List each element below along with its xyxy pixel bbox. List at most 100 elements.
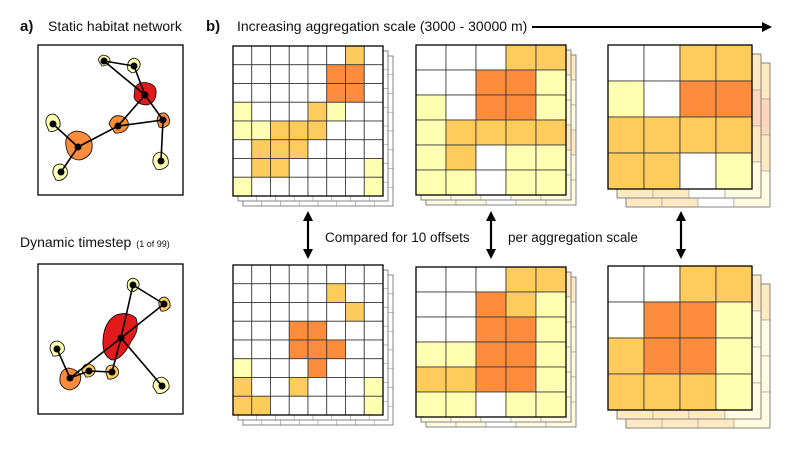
per-scale-label: per aggregation scale	[508, 230, 638, 245]
grid-cell	[307, 358, 328, 378]
grid-cell	[270, 139, 290, 159]
grid-cell	[307, 45, 328, 66]
grid-cell	[307, 158, 328, 178]
grid-cell	[232, 120, 253, 141]
grid-cell	[643, 80, 681, 118]
grid-cell	[505, 44, 537, 71]
grid-cell	[475, 119, 507, 146]
grid-cell	[363, 264, 384, 285]
grid-cell	[363, 64, 384, 84]
panel-b-letter: b)	[206, 18, 220, 35]
grid-cell	[288, 101, 309, 122]
grid-cell	[307, 302, 328, 322]
grid-cell	[679, 44, 717, 82]
grid-cell	[535, 94, 567, 121]
grid-cell	[270, 358, 290, 378]
grid-cell	[715, 301, 753, 339]
panel-a-letter: a)	[20, 18, 33, 35]
grid-cell	[270, 120, 290, 141]
grid-cell	[445, 291, 477, 318]
grid-cell	[445, 391, 477, 418]
grid-cell	[232, 139, 253, 159]
grid-cell	[345, 377, 365, 397]
grid-cell	[607, 301, 645, 339]
grid-cell	[535, 266, 567, 293]
grid-cell	[232, 358, 253, 378]
grid-cell	[475, 291, 507, 318]
grid-cell	[445, 266, 477, 293]
grid-cell	[363, 139, 384, 159]
grid-cell	[363, 120, 384, 141]
grid-cell	[363, 283, 384, 303]
grid-cell	[326, 139, 346, 159]
grid-cell	[251, 45, 271, 66]
grid-cell	[232, 283, 253, 303]
dynamic-timestep-title: Dynamic timestep (1 of 99)	[20, 234, 170, 250]
grid-cell	[288, 120, 309, 141]
grid-cell	[326, 358, 346, 378]
grid-cell	[307, 395, 328, 416]
grid-cell	[270, 101, 290, 122]
grid-cell	[679, 116, 717, 154]
grid-cell	[251, 264, 271, 285]
grid-cell	[251, 302, 271, 322]
grid-cell	[607, 116, 645, 154]
grid-cell	[270, 45, 290, 66]
grid-cell	[475, 341, 507, 368]
grid-cell	[535, 119, 567, 146]
grid-cell	[445, 341, 477, 368]
grid-cell	[535, 169, 567, 196]
grid-cell	[475, 266, 507, 293]
grid-cell	[288, 158, 309, 178]
grid-cell	[475, 44, 507, 71]
grid-cell	[475, 316, 507, 343]
grid-cell	[288, 264, 309, 285]
grid-cell	[535, 391, 567, 418]
grid-cell	[415, 69, 447, 96]
grid-cell	[535, 341, 567, 368]
grid-cell	[363, 377, 384, 397]
grid-cell	[345, 176, 365, 197]
panel-b-title: Increasing aggregation scale (3000 - 300…	[237, 18, 527, 34]
grid-cell	[251, 339, 271, 360]
grid-cell	[270, 320, 290, 341]
grid-cell	[415, 366, 447, 393]
grid-cell	[643, 116, 681, 154]
grid-cell	[288, 83, 309, 103]
grid-cell	[715, 152, 753, 190]
grid-cell	[326, 120, 346, 141]
grid-cell	[345, 264, 365, 285]
grid-cell	[326, 45, 346, 66]
grid-cell	[251, 283, 271, 303]
panel-a-title: Static habitat network	[48, 18, 183, 34]
grid-cell	[475, 391, 507, 418]
grid-cell	[607, 265, 645, 303]
grid-stack-fine-static	[232, 45, 394, 207]
grid-cell	[307, 339, 328, 360]
grid-stack-coarse-static	[607, 44, 771, 208]
grid-cell	[232, 158, 253, 178]
grid-cell	[415, 316, 447, 343]
grid-cell	[535, 366, 567, 393]
grid-cell	[345, 339, 365, 360]
grid-cell	[345, 358, 365, 378]
grid-cell	[307, 101, 328, 122]
grid-cell	[415, 391, 447, 418]
grid-cell	[345, 158, 365, 178]
grid-cell	[679, 337, 717, 375]
grid-cell	[326, 283, 346, 303]
grid-stack-coarse-dynamic	[607, 265, 771, 429]
grid-cell	[415, 44, 447, 71]
grid-cell	[326, 101, 346, 122]
grid-cell	[251, 395, 271, 416]
grid-cell	[232, 83, 253, 103]
grid-cell	[415, 291, 447, 318]
grid-cell	[643, 265, 681, 303]
grid-cell	[326, 339, 346, 360]
grid-cell	[679, 373, 717, 411]
grid-cell	[643, 337, 681, 375]
grid-cell	[270, 395, 290, 416]
grid-cell	[288, 302, 309, 322]
grid-cell	[715, 80, 753, 118]
grid-cell	[326, 264, 346, 285]
